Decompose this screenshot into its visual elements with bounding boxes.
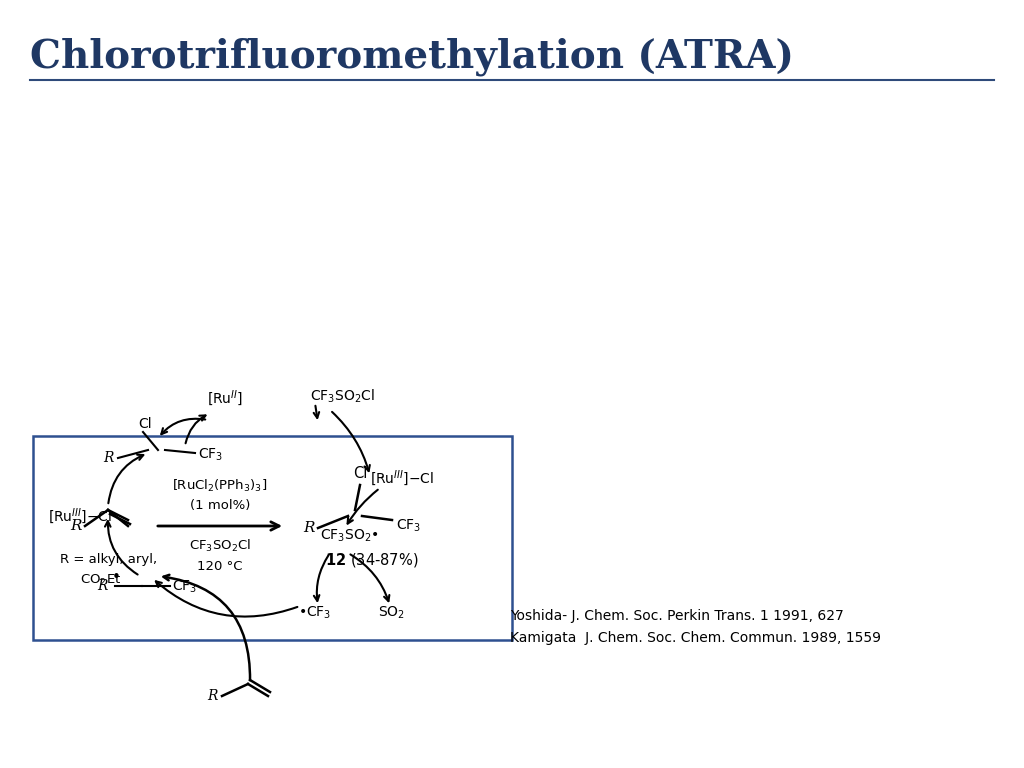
Text: R = alkyl, aryl,: R = alkyl, aryl, — [60, 554, 157, 567]
Text: Kamigata  J. Chem. Soc. Chem. Commun. 1989, 1559: Kamigata J. Chem. Soc. Chem. Commun. 198… — [510, 631, 881, 645]
Text: CF$_3$: CF$_3$ — [172, 579, 198, 595]
Text: CO$_2$Et: CO$_2$Et — [80, 572, 122, 588]
Text: [Ru$^{III}$]−Cl: [Ru$^{III}$]−Cl — [48, 506, 112, 526]
Text: •: • — [112, 571, 121, 585]
Text: Cl: Cl — [138, 417, 152, 431]
Text: [Ru$^{II}$]: [Ru$^{II}$] — [207, 388, 243, 408]
Text: CF$_3$: CF$_3$ — [396, 518, 421, 535]
Text: Yoshida- J. Chem. Soc. Perkin Trans. 1 1991, 627: Yoshida- J. Chem. Soc. Perkin Trans. 1 1… — [510, 609, 844, 623]
Text: CF$_3$SO$_2$Cl: CF$_3$SO$_2$Cl — [188, 538, 251, 554]
Text: CF$_3$SO$_2$Cl: CF$_3$SO$_2$Cl — [310, 387, 375, 405]
Text: R: R — [207, 689, 217, 703]
Text: R: R — [102, 451, 114, 465]
Text: Chlorotrifluoromethylation (ATRA): Chlorotrifluoromethylation (ATRA) — [30, 38, 794, 77]
Text: R: R — [71, 519, 82, 533]
Text: R: R — [96, 579, 108, 593]
Text: $\mathbf{12}$ (34-87%): $\mathbf{12}$ (34-87%) — [325, 551, 419, 569]
Text: R: R — [303, 521, 315, 535]
Text: [Ru$^{III}$]−Cl: [Ru$^{III}$]−Cl — [370, 468, 434, 488]
Text: 120 °C: 120 °C — [198, 560, 243, 572]
Text: CF$_3$: CF$_3$ — [198, 447, 223, 463]
Text: SO$_2$: SO$_2$ — [378, 605, 406, 621]
Text: CF$_3$SO$_2$•: CF$_3$SO$_2$• — [319, 528, 379, 545]
Text: •CF$_3$: •CF$_3$ — [298, 605, 332, 621]
Text: (1 mol%): (1 mol%) — [189, 499, 250, 512]
Text: Cl: Cl — [353, 465, 368, 481]
FancyBboxPatch shape — [33, 436, 512, 640]
Text: [RuCl$_2$(PPh$_3$)$_3$]: [RuCl$_2$(PPh$_3$)$_3$] — [172, 478, 267, 494]
